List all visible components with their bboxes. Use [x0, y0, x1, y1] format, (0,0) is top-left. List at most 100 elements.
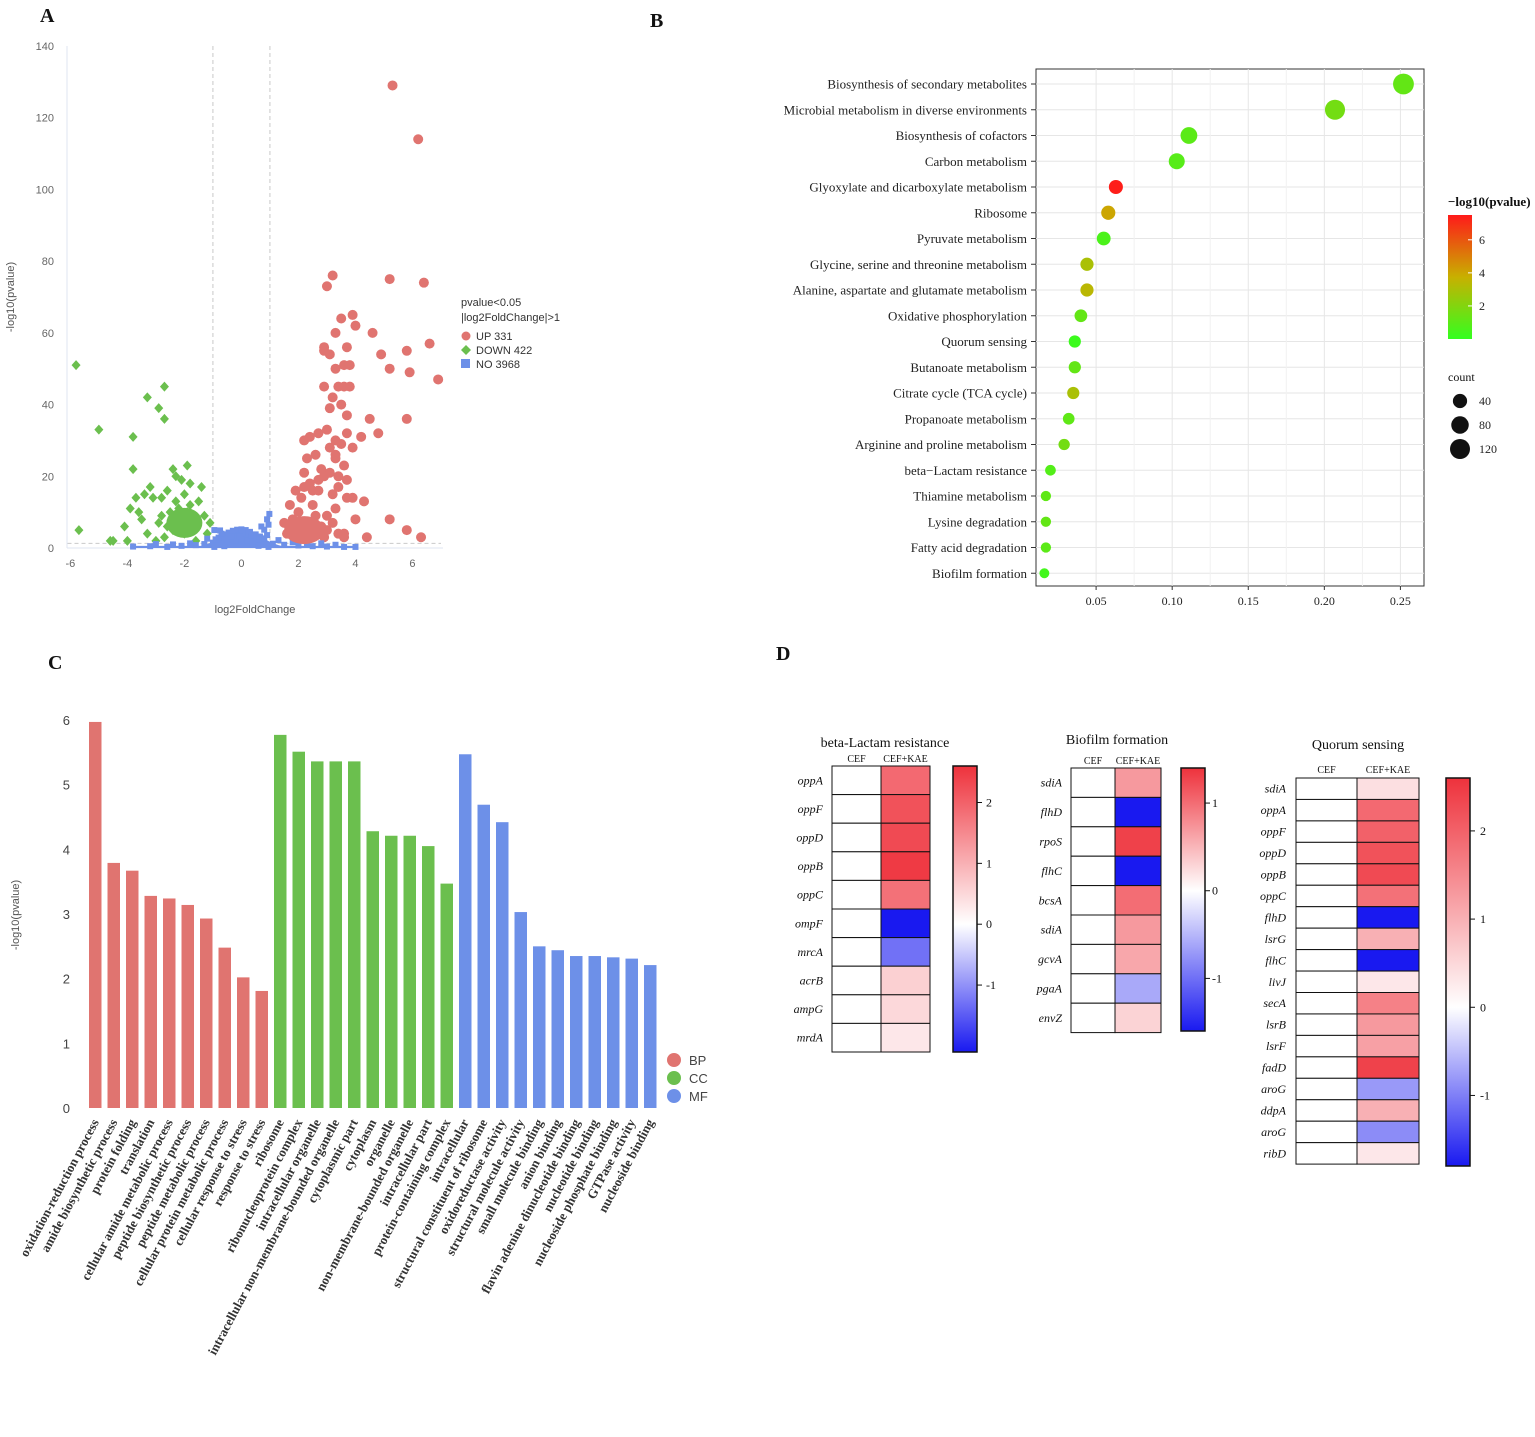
heatmap-cell [831, 851, 882, 881]
volcano-point-no [264, 516, 271, 523]
heatmap-cell [1295, 1120, 1358, 1144]
color-legend-title: −log10(pvalue) [1448, 194, 1531, 209]
volcano-point-no [281, 541, 288, 548]
bubble-point [1168, 153, 1185, 170]
heatmap-cell [1356, 927, 1420, 951]
heatmap-cell [1114, 855, 1162, 887]
volcano-point-no [228, 533, 235, 540]
volcano-point-up [341, 428, 352, 439]
volcano-point-no [252, 531, 259, 538]
volcano-point-down [177, 474, 187, 485]
legend-no-label: NO 3968 [476, 359, 520, 371]
heatmap-gene-label: oppC [1260, 889, 1287, 903]
volcano-point-no [192, 542, 199, 549]
heatmap-cell [1295, 884, 1358, 908]
heatmap-colorbar [1445, 777, 1471, 1167]
bar [200, 918, 213, 1108]
bubble-pathway-label: Microbial metabolism in diverse environm… [784, 102, 1027, 117]
volcano-point-up [301, 453, 312, 464]
volcano-point-up [341, 342, 352, 353]
bubble-point [1393, 73, 1414, 95]
volcano-point-no [255, 542, 262, 549]
size-legend-dot [1451, 416, 1469, 434]
volcano-point-no [232, 537, 239, 544]
heatmap-colorbar-tick: 0 [1212, 884, 1218, 898]
volcano-point-up [364, 413, 375, 424]
heatmap-gene-label: lsrF [1266, 1039, 1287, 1053]
volcano-point-up [293, 507, 304, 518]
volcano-point-down [157, 510, 167, 521]
bubble-point [1096, 231, 1111, 246]
volcano-point-up [316, 464, 327, 475]
heatmap-cell [831, 1022, 882, 1053]
bubble-point [1324, 99, 1346, 120]
bubble-point [1080, 283, 1094, 297]
bar [218, 947, 231, 1108]
heatmap-gene-label: oppF [1261, 825, 1287, 839]
heatmap-cell [1356, 1099, 1420, 1122]
panel-label-d: D [776, 643, 790, 665]
volcano-point-no [217, 527, 224, 534]
volcano-y-tick: 0 [48, 543, 54, 555]
volcano-point-down [159, 532, 169, 543]
bubble-size-legend: count 40 80 120 [1448, 370, 1497, 459]
bar-legend-swatch [667, 1053, 681, 1067]
size-legend-label: 80 [1479, 418, 1491, 432]
volcano-point-down [157, 492, 167, 503]
heatmap-beta-lactam: beta-Lactam resistance CEF CEF+KAE oppA oppF… [794, 736, 996, 1053]
volcano-point-down [185, 478, 195, 489]
heatmap-cell [1114, 1002, 1162, 1034]
volcano-point-up [307, 499, 318, 510]
bar [477, 804, 490, 1108]
volcano-point-up [296, 492, 307, 503]
panel-label-c: C [48, 652, 62, 674]
volcano-x-tick: -4 [122, 558, 132, 570]
volcano-point-no [303, 541, 310, 548]
heatmap-quorum: Quorum sensing CEF CEF+KAE sdiA oppA oppF oppD… [1259, 738, 1490, 1167]
color-legend-bar [1448, 215, 1472, 339]
heatmap-gene-label: sdiA [1041, 776, 1063, 790]
heatmap-cell [1356, 841, 1420, 865]
volcano-point-up [373, 428, 384, 439]
heatmap-colorbar [952, 765, 978, 1053]
volcano-point-up [356, 431, 367, 442]
volcano-y-tick: 80 [42, 256, 54, 268]
heatmap-cell [831, 822, 882, 853]
heatmap-cell [1356, 949, 1420, 972]
bubble-points [1039, 73, 1414, 579]
heatmap-gene-label: aroG [1261, 1082, 1286, 1096]
heatmap-cell [1295, 927, 1358, 951]
volcano-point-no [201, 541, 208, 548]
volcano-point-up [319, 345, 330, 356]
volcano-point-no [211, 543, 218, 550]
bubble-x-tick: 0.05 [1086, 594, 1107, 608]
volcano-point-down [159, 413, 169, 424]
bubble-pathway-label: Lysine degradation [928, 514, 1028, 529]
volcano-point-down [134, 507, 144, 518]
heatmap-cell [880, 879, 931, 910]
heatmap-cell [1114, 973, 1162, 1004]
volcano-point-down [154, 517, 164, 528]
heatmap-cell [880, 937, 931, 967]
volcano-point-up [384, 363, 395, 374]
volcano-point-up [424, 338, 435, 349]
bubble-pathway-label: Quorum sensing [941, 334, 1027, 349]
bubble-point [1040, 542, 1052, 553]
volcano-point-down [171, 496, 181, 507]
heatmap-cell [1356, 777, 1420, 800]
heatmap-cell [1356, 1077, 1420, 1101]
color-legend-ticks: 6 4 2 [1468, 233, 1485, 313]
volcano-point-up [324, 442, 335, 453]
heatmap-gene-label: bcsA [1039, 893, 1063, 907]
heatmap-cell [1070, 885, 1116, 916]
volcano-legend-title-2: |log2FoldChange|>1 [461, 312, 560, 324]
heatmap-cell [1295, 1142, 1358, 1165]
bubble-pathway-label: Pyruvate metabolism [917, 231, 1027, 246]
bubble-x-ticks: 0.05 0.10 0.15 0.20 0.25 [1086, 586, 1411, 608]
volcano-point-no [218, 530, 225, 537]
volcano-point-up [310, 449, 321, 460]
bubble-pathway-label: Biofilm formation [932, 566, 1027, 581]
volcano-y-tick: 140 [36, 41, 54, 53]
